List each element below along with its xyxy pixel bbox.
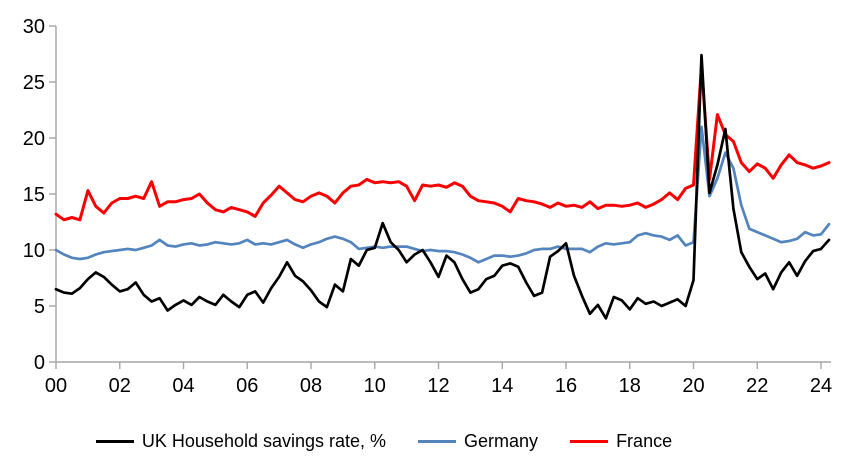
y-tick-label: 5 xyxy=(34,296,45,318)
uk-legend-label: UK Household savings rate, % xyxy=(141,431,387,451)
x-tick-label: 16 xyxy=(555,375,577,397)
y-tick-label: 20 xyxy=(23,128,45,150)
legend-item-germany: Germany xyxy=(418,429,538,453)
series-line-france xyxy=(54,63,831,222)
uk-line-swatch xyxy=(95,439,134,443)
x-tick-label: 04 xyxy=(172,375,194,397)
plot-area: 0 5 10 15 20 25 30 00 02 04 06 08 10 12 14 16 18 20 22 24 xyxy=(23,16,832,397)
y-tick-labels: 0 5 10 15 20 25 30 xyxy=(23,16,45,374)
axes xyxy=(49,25,831,369)
x-tick-label: 12 xyxy=(427,375,449,397)
germany-legend-label: Germany xyxy=(464,431,539,451)
y-tick-label: 30 xyxy=(23,16,45,38)
legend: UK Household savings rate, % Germany Fra… xyxy=(0,429,810,453)
x-tick-label: 20 xyxy=(682,375,704,397)
legend-item-uk: UK Household savings rate, % xyxy=(95,429,387,453)
x-tick-label: 02 xyxy=(109,375,131,397)
france-legend-label: France xyxy=(616,431,673,451)
x-tick-label: 14 xyxy=(491,375,513,397)
legend-item-france: France xyxy=(570,429,672,453)
y-tick-label: 25 xyxy=(23,72,45,94)
series-line-germany xyxy=(54,125,831,264)
y-tick-label: 0 xyxy=(34,352,45,374)
france-line-swatch xyxy=(570,439,609,443)
x-tick-label: 22 xyxy=(746,375,768,397)
series-line-uk xyxy=(54,53,831,320)
germany-line-swatch xyxy=(418,439,457,443)
x-tick-label: 24 xyxy=(810,375,832,397)
x-tick-labels: 00 02 04 06 08 10 12 14 16 18 20 22 24 xyxy=(45,375,832,397)
y-tick-label: 15 xyxy=(23,184,45,206)
x-tick-label: 08 xyxy=(300,375,322,397)
x-tick-label: 00 xyxy=(45,375,67,397)
x-tick-label: 10 xyxy=(364,375,386,397)
y-tick-label: 10 xyxy=(23,240,45,262)
x-tick-label: 06 xyxy=(236,375,258,397)
x-tick-label: 18 xyxy=(619,375,641,397)
